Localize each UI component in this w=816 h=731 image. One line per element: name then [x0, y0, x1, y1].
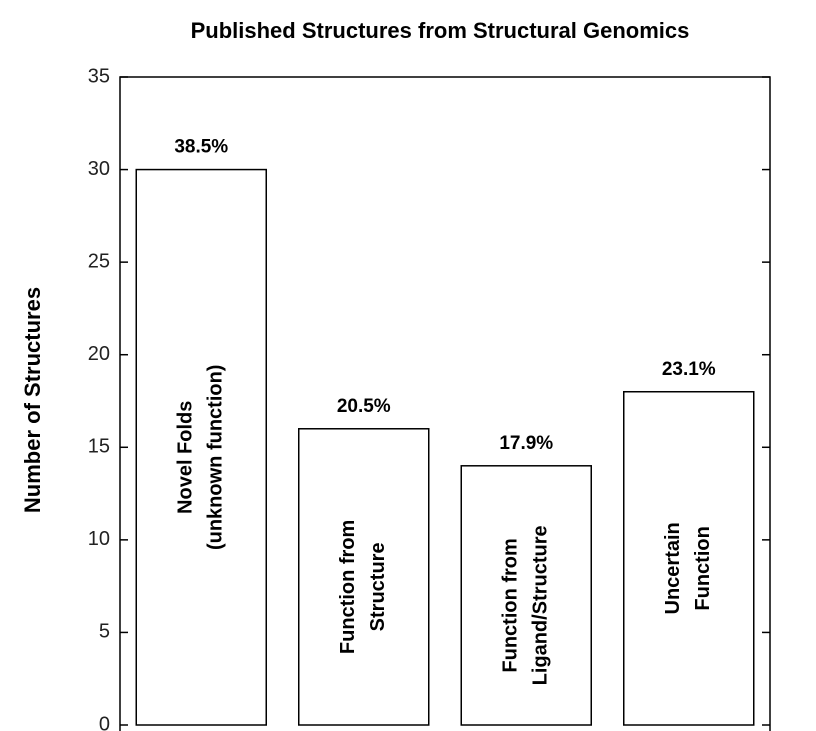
y-tick-label: 25	[88, 250, 110, 272]
plot-frame	[119, 76, 771, 731]
y-tick-label: 5	[99, 621, 110, 643]
bar	[460, 465, 592, 726]
y-tick-label: 10	[88, 528, 110, 550]
y-tick-label: 35	[88, 65, 110, 87]
category-label: Function from	[500, 538, 522, 672]
bar	[623, 390, 755, 726]
chart-title: Published Structures from Structural Gen…	[191, 18, 690, 43]
category-label: Function	[692, 526, 714, 610]
y-tick-label: 30	[88, 158, 110, 180]
bar	[135, 168, 267, 726]
category-label: Ligand/Structure	[530, 525, 552, 685]
y-tick-label: 15	[88, 436, 110, 458]
y-tick-label: 20	[88, 343, 110, 365]
bar-annotation: 38.5%	[174, 137, 228, 158]
y-axis-label: Number of Structures	[20, 287, 45, 513]
category-label: Uncertain	[662, 522, 684, 614]
category-label: Novel Folds	[175, 401, 197, 514]
category-label: Function from	[337, 520, 359, 654]
category-label: Structure	[367, 542, 389, 631]
bar-annotation: 20.5%	[337, 396, 391, 417]
bar	[298, 428, 430, 726]
category-label: (unknown function)	[205, 365, 227, 551]
bar-annotation: 17.9%	[499, 433, 553, 454]
y-tick-label: 0	[99, 713, 110, 731]
bar-annotation: 23.1%	[662, 359, 716, 380]
